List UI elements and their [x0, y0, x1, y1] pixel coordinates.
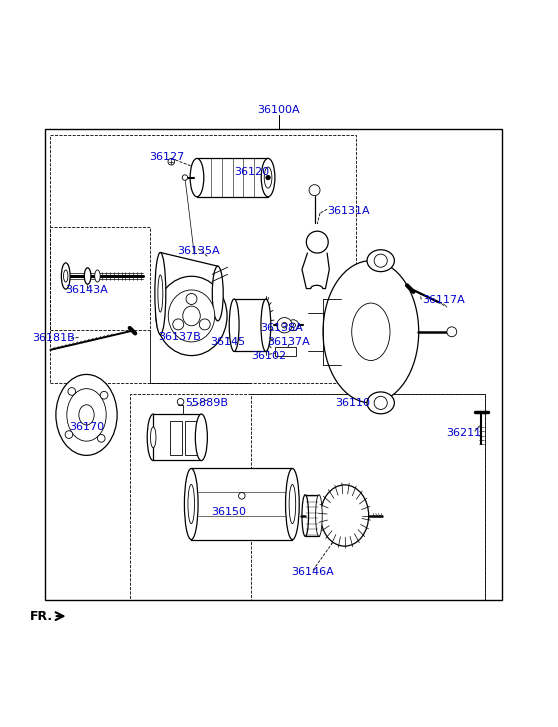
Circle shape [291, 323, 295, 327]
Circle shape [374, 396, 387, 409]
Ellipse shape [302, 495, 309, 537]
Circle shape [68, 387, 75, 395]
Ellipse shape [261, 299, 271, 351]
Ellipse shape [261, 158, 275, 197]
Ellipse shape [190, 158, 204, 197]
Ellipse shape [367, 392, 395, 414]
Circle shape [447, 327, 456, 337]
Circle shape [98, 435, 105, 442]
Bar [45, 129, 502, 600]
Ellipse shape [183, 306, 200, 326]
Circle shape [100, 391, 108, 399]
Ellipse shape [264, 167, 272, 188]
Text: 36102: 36102 [252, 351, 287, 361]
Ellipse shape [79, 405, 94, 425]
Circle shape [182, 174, 187, 180]
Circle shape [238, 493, 245, 499]
Circle shape [266, 175, 270, 180]
Ellipse shape [56, 374, 117, 455]
Text: 36137A: 36137A [267, 337, 310, 347]
Text: 36100A: 36100A [258, 105, 300, 116]
Ellipse shape [289, 484, 296, 523]
Text: 36120: 36120 [234, 166, 269, 177]
Ellipse shape [229, 299, 239, 351]
Bar [153, 414, 201, 460]
Ellipse shape [367, 250, 395, 272]
Ellipse shape [352, 303, 390, 361]
Circle shape [173, 319, 184, 330]
Circle shape [277, 318, 292, 333]
Ellipse shape [95, 270, 100, 282]
Circle shape [288, 320, 299, 331]
Ellipse shape [147, 414, 159, 461]
Text: 36145: 36145 [210, 337, 245, 347]
Ellipse shape [151, 427, 156, 448]
Circle shape [177, 398, 184, 405]
Ellipse shape [158, 275, 163, 312]
Text: 36135A: 36135A [177, 246, 219, 256]
Text: 36117A: 36117A [422, 294, 465, 305]
Bar [305, 495, 319, 537]
Text: 36137B: 36137B [158, 332, 201, 342]
Text: 36170: 36170 [69, 422, 104, 432]
Ellipse shape [67, 389, 106, 441]
Ellipse shape [286, 468, 299, 539]
Circle shape [374, 254, 387, 268]
Ellipse shape [188, 484, 195, 523]
Circle shape [168, 158, 175, 165]
Bar [234, 299, 266, 351]
Bar [170, 421, 182, 455]
Text: 36181B: 36181B [32, 334, 75, 343]
Text: 55889B: 55889B [185, 398, 228, 408]
Text: 36211: 36211 [446, 428, 482, 438]
Ellipse shape [184, 468, 198, 539]
Bar [275, 347, 296, 356]
Circle shape [282, 323, 287, 328]
Circle shape [309, 185, 320, 196]
Ellipse shape [323, 261, 418, 403]
Ellipse shape [316, 495, 322, 537]
Bar [191, 468, 292, 539]
Bar [197, 158, 268, 197]
Ellipse shape [169, 290, 215, 342]
Ellipse shape [61, 263, 70, 289]
Text: 36146A: 36146A [291, 567, 334, 577]
Ellipse shape [320, 485, 369, 546]
Text: 36110: 36110 [335, 398, 371, 408]
Text: 36138A: 36138A [260, 323, 302, 333]
Text: FR.: FR. [30, 610, 54, 622]
Text: 36127: 36127 [150, 152, 185, 162]
Circle shape [186, 294, 197, 305]
Text: 36150: 36150 [211, 507, 246, 517]
Circle shape [65, 431, 73, 438]
Text: 36143A: 36143A [65, 285, 108, 295]
Circle shape [199, 319, 210, 330]
Ellipse shape [155, 252, 166, 334]
Circle shape [306, 231, 328, 253]
Text: 36131A: 36131A [327, 206, 370, 216]
Ellipse shape [195, 414, 208, 461]
Ellipse shape [84, 268, 91, 284]
Ellipse shape [212, 266, 223, 321]
Bar [185, 421, 197, 455]
Ellipse shape [156, 276, 227, 356]
Ellipse shape [64, 270, 68, 282]
